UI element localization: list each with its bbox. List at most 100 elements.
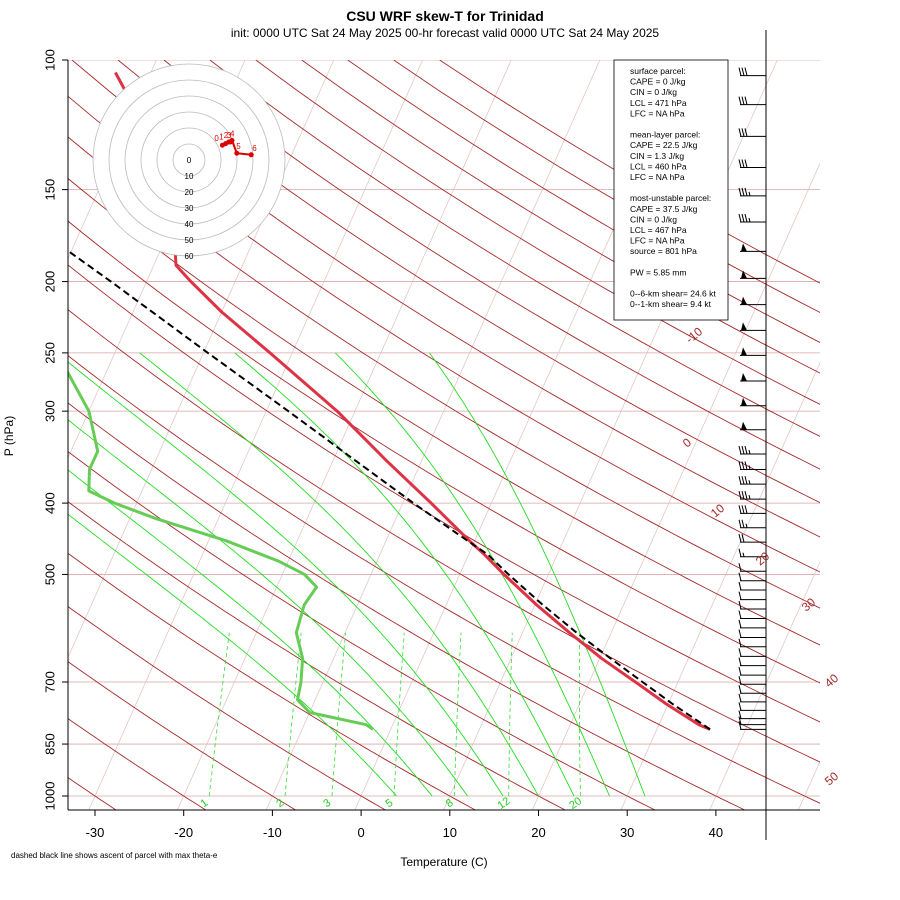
y-tick-label: 400 [42,492,57,514]
isotherm-label: 0 [680,435,694,450]
chart-title: CSU WRF skew-T for Trinidad [346,8,544,24]
hodograph-point-label: 5 [236,142,241,151]
hodograph-ring [156,127,222,193]
info-box-line: 0--6-km shear= 24.6 kt [630,289,716,299]
wind-barb-full [738,461,742,470]
wind-barb-full [744,96,748,105]
hodograph-ring [108,79,270,241]
mixing-ratio-line [579,632,581,797]
wind-barb-full [741,96,745,105]
mixing-ratio-line [508,632,513,797]
mixing-ratio-label: 5 [383,797,395,810]
dry-adiabat-line [68,136,820,609]
isotherm-label: 50 [822,769,841,789]
hodograph-ring-label: 60 [185,252,194,261]
isotherm-line [797,760,820,810]
wind-barb-full [738,548,742,557]
hodograph-ring-label: 10 [185,172,194,181]
info-box-line: CAPE = 0 J/kg [630,77,686,87]
x-tick-label: -10 [263,825,282,840]
background-lines: 1 2 3 5 8 12 20 [68,60,820,812]
dry-adiabat-line [68,220,820,684]
wind-barb-full [741,461,745,470]
hodograph-ring-label: 20 [185,188,194,197]
wind-barb-full [741,159,745,168]
hodograph-ring [140,111,238,209]
dry-adiabat-line [68,95,820,573]
wind-barb-full [744,490,748,500]
wind-barb-full [738,572,742,581]
isotherm-label: 30 [799,595,818,615]
wind-barb-flag [741,322,747,331]
dry-adiabat-line [68,309,820,763]
mixing-ratio-label: 20 [567,795,584,812]
dry-adiabat-line [68,264,820,723]
info-box-line: CAPE = 22.5 J/kg [630,140,698,150]
x-axis-ticks: -30 -20 -10 0 10 20 30 40 [86,810,723,840]
dry-adiabat-line [301,60,820,374]
y-tick-label: 100 [42,49,57,71]
mixing-ratio-line [393,632,405,797]
mixing-ratio-label: 3 [321,797,333,810]
wind-barb-full [738,693,742,703]
wind-barb-half [748,449,751,455]
info-box-line: CIN = 0 J/kg [630,214,677,224]
info-box-line: most-unstable parcel: [630,193,711,203]
hodograph-ring-label: 0 [187,156,192,165]
isotherm-line [265,60,601,810]
chart-subtitle: init: 0000 UTC Sat 24 May 2025 00-hr for… [231,26,660,40]
wind-barb-full [744,445,748,455]
info-box: surface parcel:CAPE = 0 J/kg CIN = 0 J/kg… [613,59,729,321]
wind-barb-full [741,128,745,137]
wind-barb-half [748,465,751,470]
wind-barb-full [741,67,745,76]
wind-barb-full [741,476,745,485]
wind-barb-full [738,581,742,591]
wind-barb-full [744,476,748,485]
hodograph-point-label: 6 [252,144,257,153]
wind-barb-flag [741,347,747,356]
series-parcel-line [68,249,711,731]
y-axis-ticks: 100 150 200 250 300 400 500 700 850 1000 [42,49,68,810]
isotherm-line [88,60,423,810]
dry-adiabat-line [68,402,746,810]
y-axis-label: P (hPa) [2,416,16,456]
hodograph-ring [92,63,286,257]
y-tick-label: 1000 [42,782,57,811]
info-box-line: CAPE = 37.5 J/kg [630,204,698,214]
isotherm-line [620,361,820,810]
wind-barb-full [738,505,742,514]
hodograph-ring-label: 30 [185,204,194,213]
info-box-line: source = 801 hPa [630,246,697,256]
wind-barb-full [738,159,742,168]
info-box-line: surface parcel: [630,66,686,76]
moist-adiabat-line [139,352,539,797]
wind-barb-flag [741,373,747,382]
info-box-line: mean-layer parcel: [630,130,700,140]
dry-adiabat-line [68,355,820,804]
wind-barb-half [745,523,748,528]
wind-barb-full [738,600,742,610]
x-axis-label: Temperature (C) [400,855,487,869]
y-tick-label: 250 [42,342,57,364]
wind-barb-full [741,187,745,197]
wind-barb-full [738,619,742,629]
dry-adiabat-line [68,718,207,810]
hodograph-point-label: 0 [214,134,219,143]
wind-barb-full [738,648,742,657]
dry-adiabat-line [209,60,820,437]
info-box-line: LCL = 460 hPa [630,161,687,171]
y-tick-label: 700 [42,671,57,693]
wind-barb-full [738,591,742,600]
hodograph-background [93,64,285,256]
wind-barb-half [748,217,751,223]
wind-barb-half [748,494,751,500]
dry-adiabat-line [71,60,820,538]
isotherm-line [709,561,820,810]
dry-adiabat-line [163,60,820,470]
wind-barb-half [748,480,751,485]
hodograph-ring-label: 50 [185,236,194,245]
x-tick-label: -20 [174,825,193,840]
